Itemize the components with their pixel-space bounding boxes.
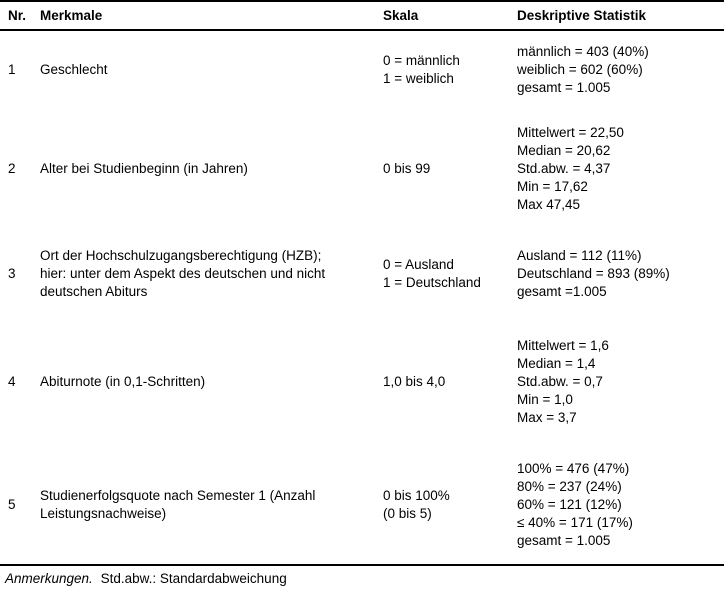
cell-statistik: Mittelwert = 1,6 Median = 1,4 Std.abw. =… (517, 338, 609, 425)
statistics-table: Nr. Merkmale Skala Deskriptive Statistik… (0, 0, 724, 566)
cell-statistik: Mittelwert = 22,50 Median = 20,62 Std.ab… (517, 125, 624, 212)
cell-statistik: 100% = 476 (47%) 80% = 237 (24%) 60% = 1… (517, 460, 633, 548)
cell-merkmale: Ort der Hochschulzugangsberechtigung (HZ… (40, 248, 326, 299)
cell-skala: 0 = Ausland 1 = Deutschland (383, 257, 481, 290)
table-row: 4 Abiturnote (in 0,1-Schritten) 1,0 bis … (0, 319, 724, 445)
cell-statistik: Ausland = 112 (11%) Deutschland = 893 (8… (517, 248, 670, 299)
cell-skala: 0 bis 100% (0 bis 5) (383, 487, 450, 521)
footnote-text: Std.abw.: Standardabweichung (100, 571, 287, 586)
table-row: 2 Alter bei Studienbeginn (in Jahren) 0 … (0, 109, 724, 229)
column-header-skala: Skala (383, 7, 419, 23)
table-row: 3 Ort der Hochschulzugangsberechtigung (… (0, 229, 724, 319)
cell-merkmale: Alter bei Studienbeginn (in Jahren) (40, 161, 248, 176)
cell-nr: 4 (8, 374, 16, 389)
column-header-merkmale: Merkmale (40, 7, 103, 23)
table-footnote: Anmerkungen. Std.abw.: Standardabweichun… (0, 571, 724, 587)
cell-merkmale: Geschlecht (40, 62, 108, 77)
cell-merkmale: Studienerfolgsquote nach Semester 1 (Anz… (40, 487, 316, 521)
cell-statistik: männlich = 403 (40%) weiblich = 602 (60%… (517, 44, 649, 95)
column-header-nr: Nr. (8, 7, 27, 23)
cell-skala: 0 bis 99 (383, 161, 431, 176)
cell-nr: 2 (8, 161, 16, 176)
cell-skala: 0 = männlich 1 = weiblich (383, 53, 460, 86)
cell-nr: 5 (8, 496, 16, 512)
table-row: 1 Geschlecht 0 = männlich 1 = weiblich m… (0, 30, 724, 109)
cell-skala: 1,0 bis 4,0 (383, 374, 446, 389)
header-row: Nr. Merkmale Skala Deskriptive Statistik (0, 1, 724, 30)
footnote-label: Anmerkungen. (5, 571, 93, 586)
cell-merkmale: Abiturnote (in 0,1-Schritten) (40, 374, 206, 389)
cell-nr: 3 (8, 266, 16, 281)
column-header-statistik: Deskriptive Statistik (517, 7, 647, 23)
cell-nr: 1 (8, 62, 16, 77)
table-row: 5 Studienerfolgsquote nach Semester 1 (A… (0, 445, 724, 565)
